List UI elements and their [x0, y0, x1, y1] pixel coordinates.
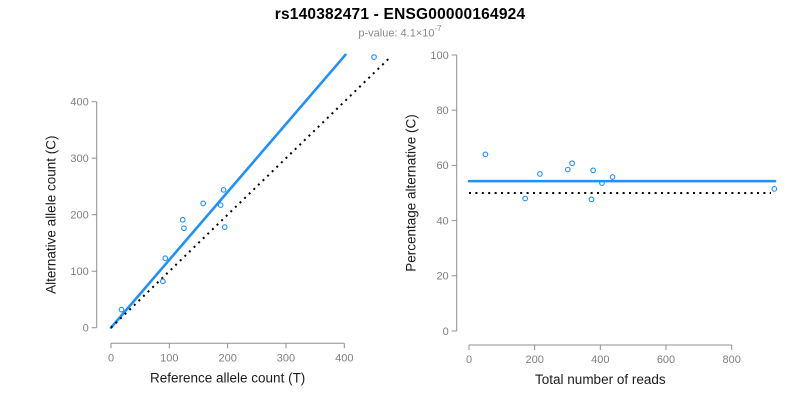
data-point — [118, 306, 125, 313]
x-axis-title: Total number of reads — [535, 372, 666, 387]
x-tick-label: 600 — [657, 354, 675, 366]
y-tick-label: 200 — [70, 210, 88, 222]
data-point — [588, 196, 595, 203]
data-point — [160, 278, 166, 285]
y-tick-label: 400 — [70, 97, 88, 109]
identity-line — [110, 57, 390, 329]
y-tick-label: 20 — [436, 271, 448, 283]
data-point — [220, 186, 227, 193]
x-tick-label: 800 — [722, 354, 740, 366]
data-point — [569, 160, 575, 167]
y-tick-label: 300 — [70, 153, 88, 165]
data-point — [162, 255, 169, 262]
pvalue-text: p-value: 4.1×10 — [358, 27, 435, 40]
data-point — [221, 224, 228, 230]
data-point — [200, 200, 207, 207]
data-point — [482, 151, 489, 158]
data-point — [609, 174, 616, 180]
data-point — [217, 202, 224, 208]
x-tick-label: 0 — [466, 354, 472, 366]
y-tick-label: 100 — [430, 50, 448, 62]
x-tick-label: 400 — [335, 352, 353, 364]
x-tick-label: 0 — [108, 352, 114, 364]
data-point — [537, 171, 543, 177]
page-title: rs140382471 - ENSG00000164924 — [274, 6, 526, 23]
x-tick-label: 200 — [218, 352, 236, 364]
data-point — [522, 195, 528, 202]
data-point — [179, 216, 186, 223]
data-point — [564, 166, 571, 173]
y-tick-label: 80 — [436, 105, 448, 117]
pvalue-subtitle: p-value: 4.1×10-7 — [0, 24, 800, 40]
data-point — [371, 54, 377, 60]
x-tick-label: 100 — [160, 352, 178, 364]
pvalue-exponent: -7 — [434, 24, 442, 33]
data-point — [590, 167, 596, 174]
y-tick-label: 40 — [436, 215, 448, 227]
y-axis-title: Percentage alternative (C) — [404, 114, 419, 272]
data-point — [181, 225, 187, 232]
y-tick-label: 100 — [70, 266, 88, 278]
y-tick-label: 60 — [436, 160, 448, 172]
y-tick-label: 0 — [443, 326, 449, 338]
x-axis-title: Reference allele count (T) — [150, 370, 305, 385]
x-tick-label: 300 — [277, 352, 295, 364]
data-point — [599, 180, 605, 186]
regression-line — [109, 53, 347, 330]
y-axis-title: Alternative allele count (C) — [44, 136, 59, 294]
y-tick-label: 0 — [83, 323, 89, 335]
data-point — [771, 186, 778, 192]
x-tick-label: 400 — [591, 354, 609, 366]
x-tick-label: 200 — [525, 354, 543, 366]
